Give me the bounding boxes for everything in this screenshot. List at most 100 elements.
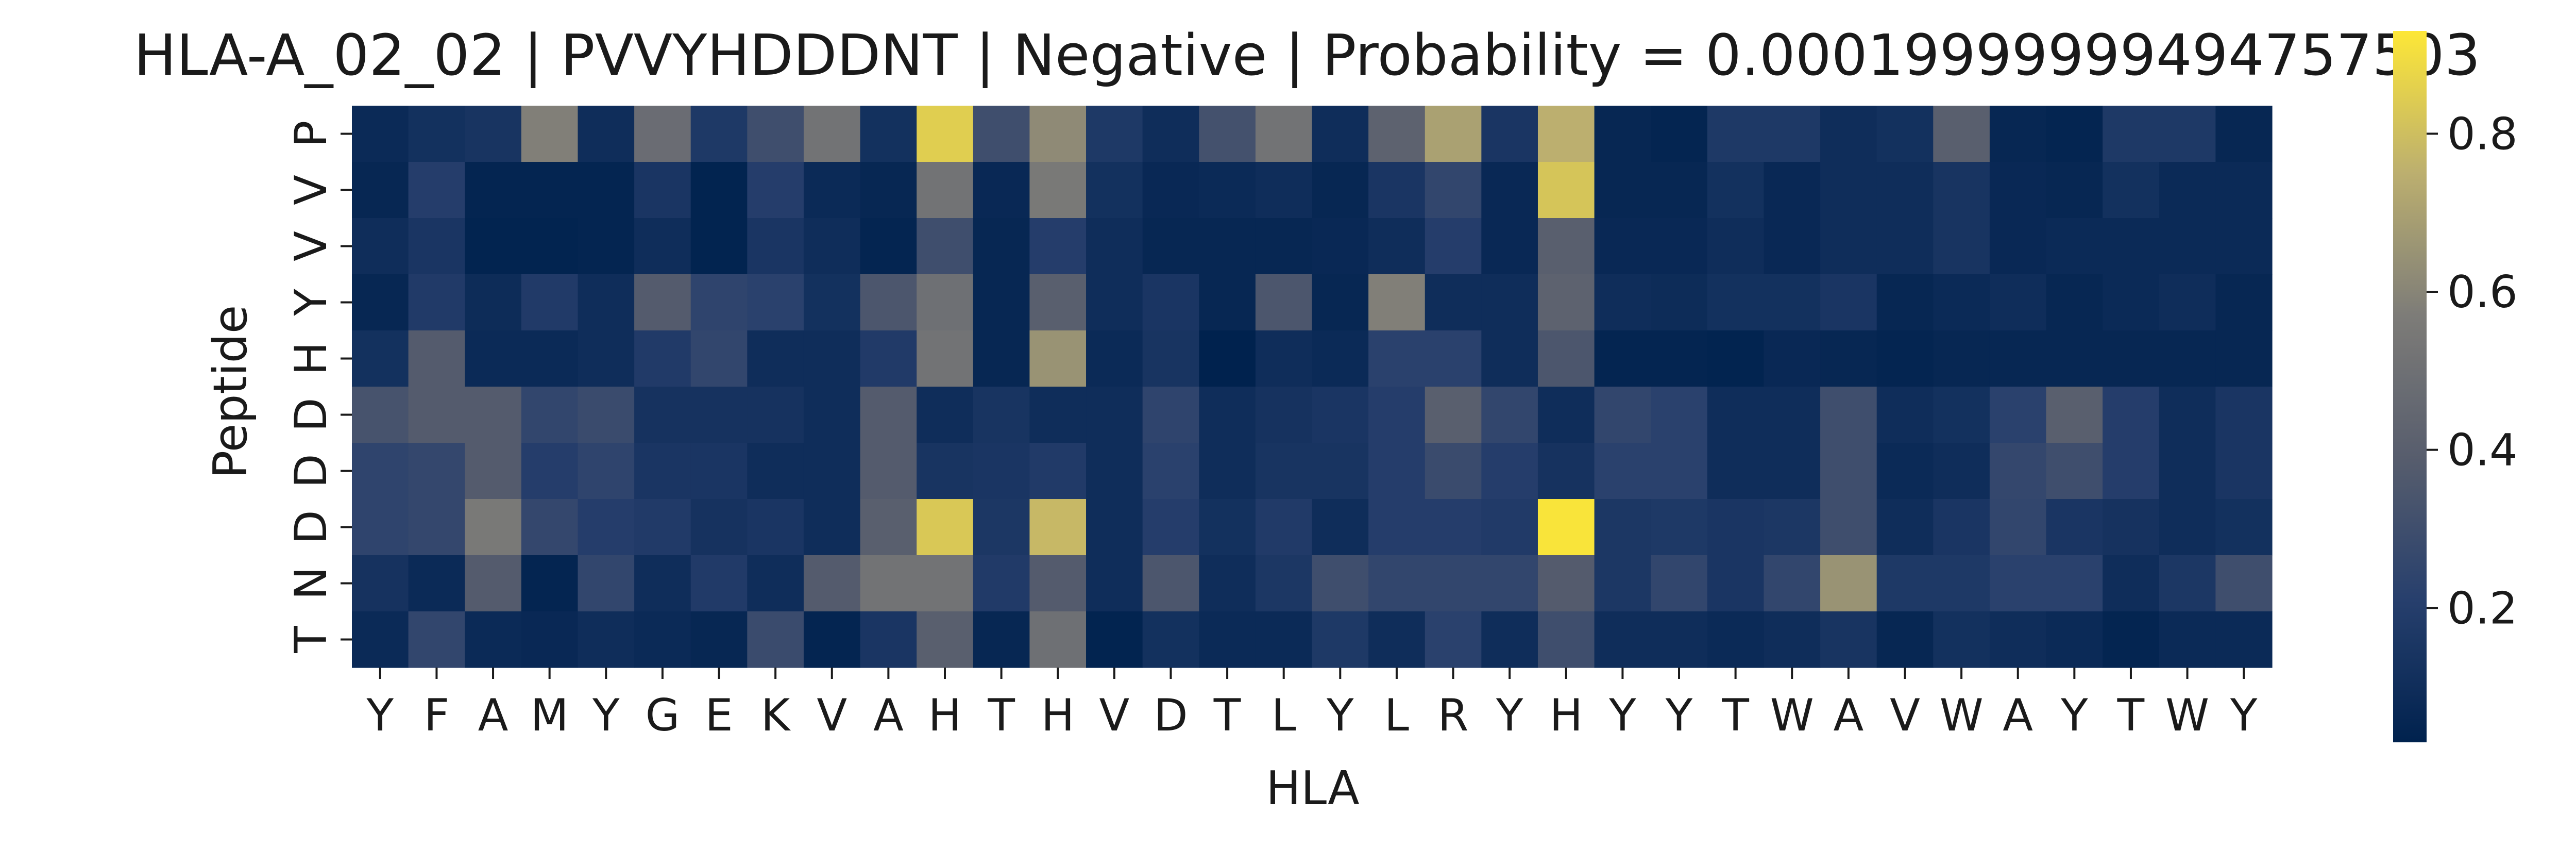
heatmap-cell bbox=[1707, 611, 1765, 668]
heatmap-cell bbox=[1820, 330, 1877, 387]
heatmap-cell bbox=[352, 274, 409, 331]
heatmap-cell bbox=[465, 106, 522, 162]
heatmap-cell bbox=[1764, 106, 1821, 162]
x-tick-label: D bbox=[1154, 690, 1188, 741]
heatmap-cell bbox=[578, 330, 635, 387]
heatmap-cell bbox=[1199, 499, 1256, 556]
heatmap-cell bbox=[352, 443, 409, 500]
heatmap-cell bbox=[1594, 611, 1651, 668]
heatmap-cell bbox=[1029, 611, 1087, 668]
heatmap-cell bbox=[2215, 443, 2273, 500]
heatmap-cell bbox=[973, 555, 1030, 612]
heatmap-cell bbox=[1029, 555, 1087, 612]
heatmap-cell bbox=[1086, 162, 1143, 219]
x-tick-label: A bbox=[1833, 690, 1863, 741]
heatmap-cell bbox=[1029, 387, 1087, 443]
heatmap-cell bbox=[1537, 611, 1595, 668]
heatmap-cell bbox=[917, 499, 974, 556]
heatmap-cell bbox=[860, 443, 917, 500]
heatmap-cell bbox=[690, 162, 748, 219]
heatmap-cell bbox=[1820, 106, 1877, 162]
y-tick-label: Y bbox=[285, 289, 337, 317]
heatmap-cell bbox=[1142, 330, 1199, 387]
heatmap-cell bbox=[1764, 387, 1821, 443]
heatmap-cell bbox=[1594, 106, 1651, 162]
heatmap-cell bbox=[917, 274, 974, 331]
heatmap-cell bbox=[352, 162, 409, 219]
heatmap-cell bbox=[2046, 274, 2103, 331]
x-tick-label: W bbox=[1770, 690, 1814, 741]
heatmap-cell bbox=[578, 555, 635, 612]
heatmap-cell bbox=[408, 274, 465, 331]
heatmap-cell bbox=[1425, 162, 1482, 219]
heatmap-cell bbox=[1086, 106, 1143, 162]
heatmap-cell bbox=[634, 499, 691, 556]
heatmap-cell bbox=[1199, 162, 1256, 219]
x-tick-label: L bbox=[1384, 690, 1409, 741]
heatmap-cell bbox=[747, 218, 804, 275]
heatmap-cell bbox=[2215, 555, 2273, 612]
heatmap-cell bbox=[2046, 387, 2103, 443]
x-tick-label: Y bbox=[1326, 690, 1354, 741]
heatmap-cell bbox=[521, 499, 579, 556]
heatmap-cell bbox=[2215, 218, 2273, 275]
heatmap-cell bbox=[578, 218, 635, 275]
heatmap-cell bbox=[690, 274, 748, 331]
heatmap-cell bbox=[1368, 274, 1426, 331]
heatmap-cell bbox=[352, 499, 409, 556]
heatmap-cell bbox=[1425, 218, 1482, 275]
heatmap-cell bbox=[1933, 555, 1990, 612]
heatmap-cell bbox=[1989, 555, 2047, 612]
heatmap-cell bbox=[1820, 499, 1877, 556]
heatmap-cell bbox=[690, 106, 748, 162]
heatmap-cell bbox=[352, 555, 409, 612]
heatmap-cell bbox=[2103, 218, 2160, 275]
heatmap-cell bbox=[1312, 611, 1369, 668]
x-tick-label: T bbox=[1721, 690, 1749, 741]
heatmap-cell bbox=[1142, 274, 1199, 331]
heatmap-cell bbox=[1481, 330, 1538, 387]
heatmap-cell bbox=[1255, 499, 1313, 556]
x-tick-label: W bbox=[1940, 690, 1984, 741]
heatmap-cell bbox=[973, 499, 1030, 556]
x-axis-label: HLA bbox=[1266, 761, 1359, 816]
heatmap-cell bbox=[521, 274, 579, 331]
heatmap-cell bbox=[917, 555, 974, 612]
heatmap-cell bbox=[1876, 274, 1934, 331]
heatmap-cell bbox=[747, 106, 804, 162]
heatmap-cell bbox=[578, 274, 635, 331]
heatmap-cell bbox=[408, 443, 465, 500]
heatmap-cell bbox=[521, 106, 579, 162]
heatmap-cell bbox=[860, 555, 917, 612]
heatmap-cell bbox=[1989, 443, 2047, 500]
heatmap-cell bbox=[2103, 274, 2160, 331]
heatmap-cell bbox=[860, 499, 917, 556]
heatmap-cell bbox=[634, 611, 691, 668]
heatmap-cell bbox=[1933, 330, 1990, 387]
heatmap-cell bbox=[1029, 162, 1087, 219]
heatmap-cell bbox=[1989, 387, 2047, 443]
x-tick-label: Y bbox=[1665, 690, 1693, 741]
heatmap-cell bbox=[1537, 499, 1595, 556]
heatmap-cell bbox=[1086, 387, 1143, 443]
heatmap-cell bbox=[2103, 611, 2160, 668]
heatmap-cell bbox=[1594, 387, 1651, 443]
heatmap-cell bbox=[1820, 218, 1877, 275]
heatmap-cell bbox=[1142, 443, 1199, 500]
heatmap-cell bbox=[747, 499, 804, 556]
x-tick-label: V bbox=[817, 690, 847, 741]
heatmap-cell bbox=[465, 218, 522, 275]
y-tick-label: P bbox=[285, 121, 337, 147]
x-tick-label: M bbox=[531, 690, 569, 741]
heatmap-cell bbox=[1651, 106, 1708, 162]
heatmap-cell bbox=[803, 218, 861, 275]
heatmap-cell bbox=[1481, 162, 1538, 219]
heatmap-cell bbox=[465, 443, 522, 500]
heatmap-cell bbox=[352, 218, 409, 275]
heatmap-cell bbox=[973, 330, 1030, 387]
heatmap-cell bbox=[1989, 611, 2047, 668]
heatmap-cell bbox=[634, 330, 691, 387]
heatmap-cell bbox=[1651, 611, 1708, 668]
heatmap-cell bbox=[1537, 387, 1595, 443]
heatmap-cell bbox=[578, 387, 635, 443]
